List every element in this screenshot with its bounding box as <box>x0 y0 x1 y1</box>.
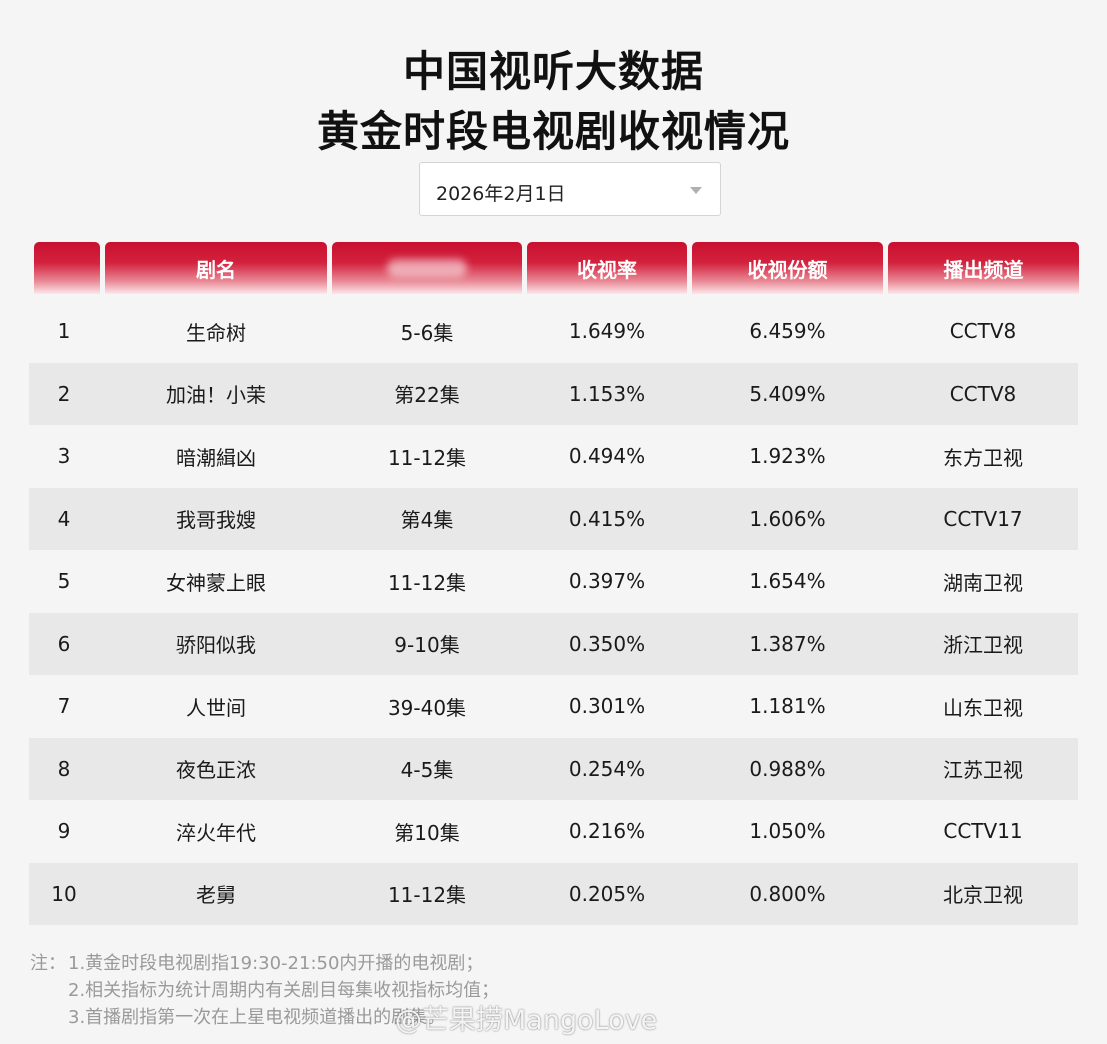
chevron-down-icon[interactable] <box>690 187 702 194</box>
cell-rank: 3 <box>57 444 71 469</box>
note-item: 3.首播剧指第一次在上星电视频道播出的剧集。 <box>68 1007 446 1028</box>
note-item: 2.相关指标为统计周期内有关剧目每集收视指标均值； <box>68 980 500 1001</box>
cell-channel: 北京卫视 <box>943 883 1023 908</box>
header-name: 剧名 <box>105 242 327 294</box>
cell-rating: 1.153% <box>568 381 646 406</box>
cell-episodes: 11-12集 <box>387 883 467 908</box>
cell-name: 人世间 <box>186 695 246 720</box>
cell-rank: 10 <box>51 881 77 906</box>
cell-episodes: 第10集 <box>394 820 460 845</box>
cell-name: 加油！小茉 <box>166 383 266 408</box>
cell-name: 暗潮緝凶 <box>176 445 256 470</box>
cell-episodes: 5-6集 <box>400 320 454 345</box>
header-rating: 收视率 <box>527 242 687 294</box>
cell-share: 5.409% <box>749 381 826 406</box>
cell-rank: 1 <box>57 319 71 344</box>
page-subtitle: 黄金时段电视剧收视情况 <box>316 107 790 156</box>
table-row: 4 我哥我嫂 第4集 0.415% 1.606% CCTV17 <box>29 487 1078 550</box>
table-row: 9 淬火年代 第10集 0.216% 1.050% CCTV11 <box>29 800 1078 863</box>
notes-label: 注： <box>30 953 66 974</box>
cell-share: 0.800% <box>749 881 826 906</box>
cell-episodes: 9-10集 <box>394 633 460 658</box>
header-share: 收视份额 <box>692 242 883 294</box>
cell-share: 1.050% <box>749 819 826 844</box>
note-item: 1.黄金时段电视剧指19:30-21:50内开播的电视剧； <box>68 953 484 974</box>
cell-name: 骄阳似我 <box>176 633 256 658</box>
header-episodes-blurred <box>387 259 467 277</box>
watermark: @芒果捞MangoLove <box>395 1005 658 1036</box>
cell-episodes: 39-40集 <box>387 695 467 720</box>
table-row: 8 夜色正浓 4-5集 0.254% 0.988% 江苏卫视 <box>29 737 1078 800</box>
cell-rank: 7 <box>57 694 71 719</box>
cell-rating: 0.415% <box>568 506 646 531</box>
cell-rank: 4 <box>57 506 71 531</box>
cell-name: 老舅 <box>196 883 236 908</box>
cell-episodes: 11-12集 <box>387 445 467 470</box>
cell-rating: 0.254% <box>568 756 646 781</box>
cell-channel: 东方卫视 <box>943 445 1023 470</box>
cell-rating: 0.205% <box>568 881 646 906</box>
cell-channel: 湖南卫视 <box>943 570 1023 595</box>
page-title: 中国视听大数据 <box>402 47 704 96</box>
table-row: 1 生命树 5-6集 1.649% 6.459% CCTV8 <box>29 300 1078 363</box>
cell-share: 1.923% <box>749 444 826 469</box>
table-row: 5 女神蒙上眼 11-12集 0.397% 1.654% 湖南卫视 <box>29 550 1078 613</box>
cell-rank: 9 <box>57 819 71 844</box>
cell-share: 1.606% <box>749 506 826 531</box>
table-header: 剧名 收视率 收视份额 播出频道 <box>0 242 1107 294</box>
cell-channel: CCTV8 <box>949 381 1017 406</box>
header-episodes <box>332 242 522 294</box>
cell-rating: 0.350% <box>568 631 646 656</box>
cell-share: 1.654% <box>749 569 826 594</box>
cell-share: 1.387% <box>749 631 826 656</box>
header-rank <box>34 242 100 294</box>
cell-rank: 6 <box>57 631 71 656</box>
cell-channel: CCTV17 <box>943 506 1023 531</box>
cell-channel: CCTV11 <box>943 819 1023 844</box>
date-select[interactable]: 2026年2月1日 <box>419 162 721 216</box>
cell-channel: 山东卫视 <box>943 695 1023 720</box>
table-body: 1 生命树 5-6集 1.649% 6.459% CCTV8 2 加油！小茉 第22集 1.153… <box>29 300 1078 925</box>
cell-episodes: 4-5集 <box>400 758 454 783</box>
cell-rating: 0.216% <box>568 819 646 844</box>
cell-rank: 5 <box>57 569 71 594</box>
table-row: 10 老舅 11-12集 0.205% 0.800% 北京卫视 <box>29 862 1078 925</box>
cell-channel: CCTV8 <box>949 319 1017 344</box>
table-row: 6 骄阳似我 9-10集 0.350% 1.387% 浙江卫视 <box>29 612 1078 675</box>
cell-channel: 浙江卫视 <box>943 633 1023 658</box>
date-select-value: 2026年2月1日 <box>436 183 566 205</box>
header-channel: 播出频道 <box>888 242 1079 294</box>
cell-rating: 1.649% <box>568 319 646 344</box>
cell-name: 淬火年代 <box>176 820 256 845</box>
cell-name: 女神蒙上眼 <box>166 570 266 595</box>
cell-rating: 0.301% <box>568 694 646 719</box>
cell-episodes: 第22集 <box>394 383 460 408</box>
cell-share: 6.459% <box>749 319 826 344</box>
cell-name: 生命树 <box>186 320 246 345</box>
table-row: 3 暗潮緝凶 11-12集 0.494% 1.923% 东方卫视 <box>29 425 1078 488</box>
cell-rank: 8 <box>57 756 71 781</box>
table-row: 2 加油！小茉 第22集 1.153% 5.409% CCTV8 <box>29 362 1078 425</box>
cell-episodes: 第4集 <box>400 508 454 533</box>
notes: 注： 1.黄金时段电视剧指19:30-21:50内开播的电视剧； 2.相关指标为… <box>30 950 499 1031</box>
cell-share: 0.988% <box>749 756 826 781</box>
table-row: 7 人世间 39-40集 0.301% 1.181% 山东卫视 <box>29 675 1078 738</box>
cell-name: 我哥我嫂 <box>176 508 256 533</box>
cell-share: 1.181% <box>749 694 826 719</box>
cell-rating: 0.397% <box>568 569 646 594</box>
cell-rank: 2 <box>57 381 71 406</box>
cell-episodes: 11-12集 <box>387 570 467 595</box>
cell-name: 夜色正浓 <box>176 758 256 783</box>
cell-channel: 江苏卫视 <box>943 758 1023 783</box>
cell-rating: 0.494% <box>568 444 646 469</box>
